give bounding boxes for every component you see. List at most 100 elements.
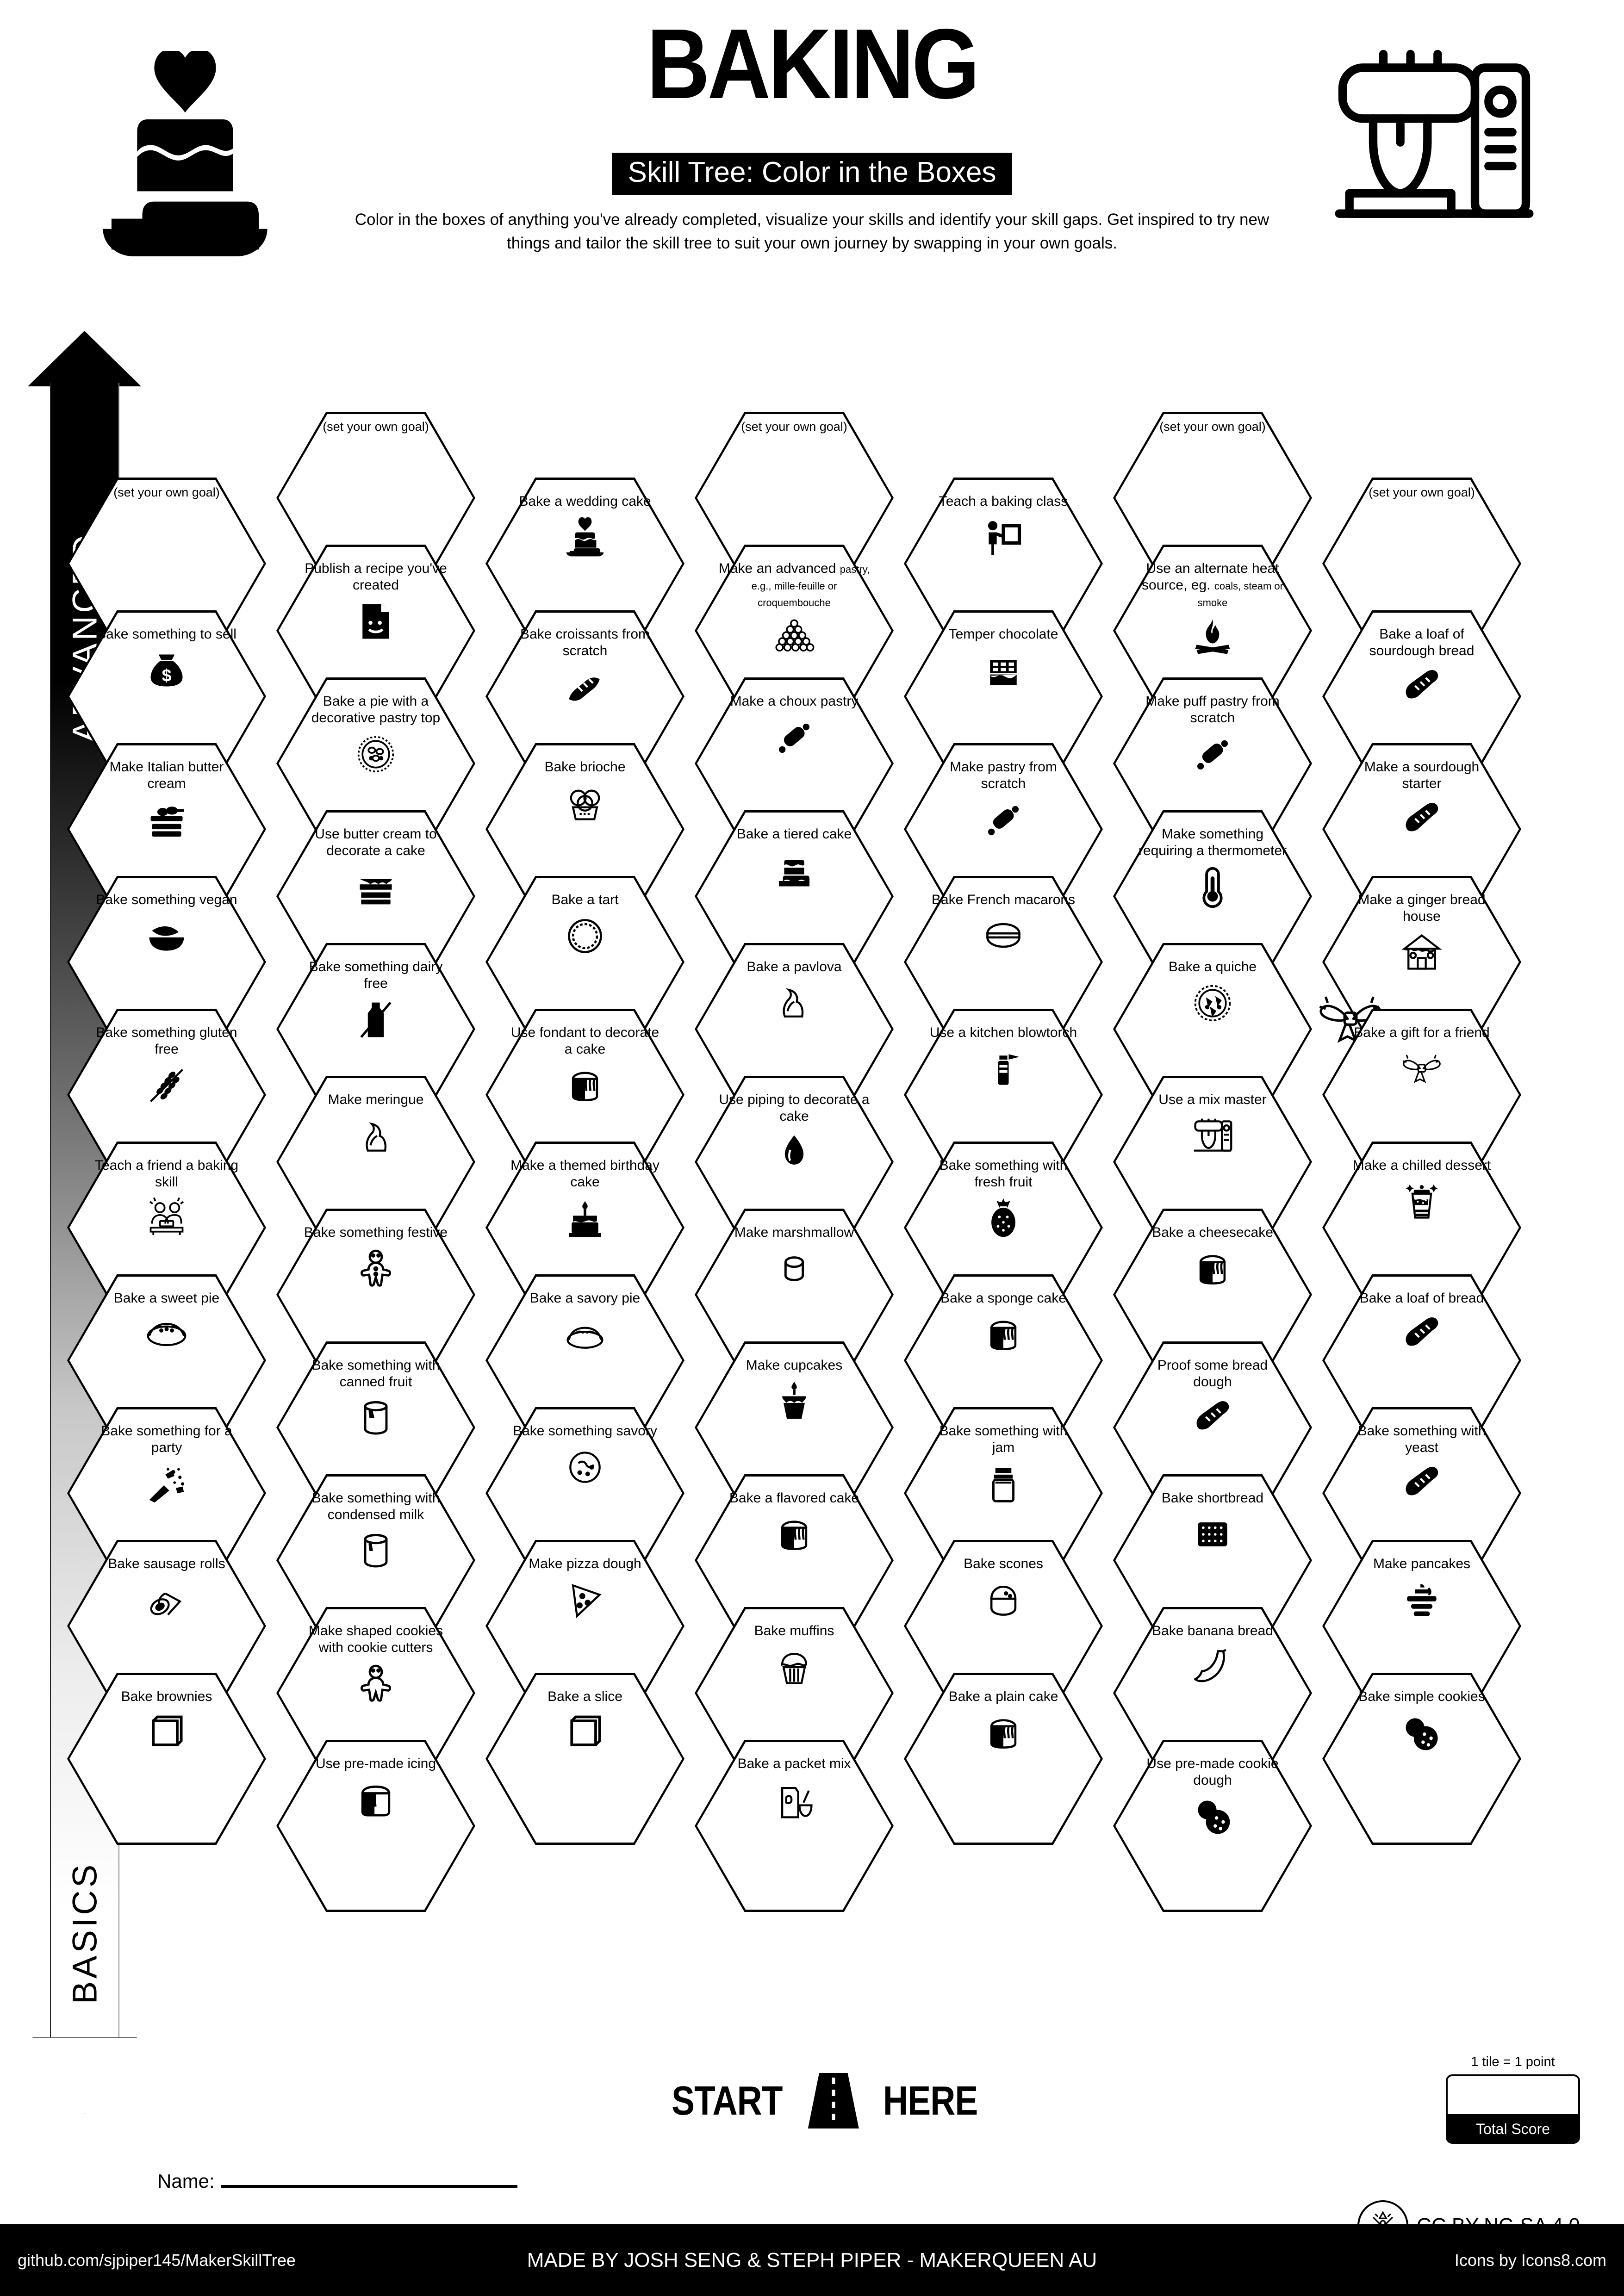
hex-label: Make a sourdough starter bbox=[1364, 759, 1480, 791]
name-field[interactable]: Name: bbox=[157, 2170, 517, 2192]
hex-label: Bake a cheesecake bbox=[1152, 1225, 1273, 1240]
hex-label: Bake something vegan bbox=[96, 892, 237, 907]
hex-content: (set your own goal) bbox=[67, 478, 266, 650]
hex-content: Bake a quiche bbox=[1113, 943, 1312, 1115]
hex-label: Bake a sweet pie bbox=[113, 1291, 220, 1306]
hex-content: Make a chilled dessert bbox=[1322, 1142, 1521, 1314]
hex-label: Bake a savory pie bbox=[529, 1291, 641, 1306]
skill-hex[interactable]: Bake something with condensed milk bbox=[276, 1474, 475, 1646]
hex-content: Bake a slice bbox=[485, 1673, 684, 1845]
footer-icons-credit[interactable]: Icons by Icons8.com bbox=[1454, 2250, 1606, 2270]
hex-content: Bake a loaf of bread bbox=[1322, 1274, 1521, 1446]
hex-label: Bake something with condensed milk bbox=[311, 1490, 440, 1522]
muffin-icon bbox=[773, 1646, 815, 1688]
skill-hex[interactable]: Bake a pavlova bbox=[695, 943, 894, 1115]
skill-hex[interactable]: Bake a plain cake bbox=[904, 1673, 1103, 1845]
pavlova-icon bbox=[773, 982, 815, 1024]
cream-cake-slice-icon bbox=[145, 799, 188, 841]
hex-label: Make pizza dough bbox=[529, 1556, 641, 1571]
hex-content: Use butter cream to decorate a cake bbox=[276, 810, 475, 982]
skill-hex[interactable]: Make marshmallow bbox=[695, 1209, 894, 1381]
footer-github-link[interactable]: github.com/sjpiper145/MakerSkillTree bbox=[18, 2250, 296, 2270]
skill-hex[interactable]: Bake something with jam bbox=[904, 1407, 1103, 1579]
hex-label: Bake something with yeast bbox=[1357, 1423, 1486, 1455]
tart-icon bbox=[564, 915, 606, 957]
hex-content: Make a ginger bread house bbox=[1322, 876, 1521, 1048]
piping-bag-icon bbox=[773, 1131, 815, 1174]
hex-content: Bake a sweet pie bbox=[67, 1274, 266, 1446]
skill-hex[interactable]: Use pre-made icing bbox=[276, 1740, 475, 1912]
page-header: BAKING Skill Tree: Color in the Boxes Co… bbox=[0, 0, 1624, 296]
skill-hex[interactable]: Bake sausage rolls bbox=[67, 1540, 266, 1712]
hex-label: Make shaped cookies with cookie cutters bbox=[308, 1623, 443, 1655]
skill-hex[interactable]: Bake something with canned fruit bbox=[276, 1341, 475, 1514]
hex-label: Bake a tart bbox=[551, 892, 619, 907]
baguette-icon bbox=[1400, 666, 1443, 708]
hex-label: Bake something dairy free bbox=[309, 959, 443, 991]
skill-hex[interactable]: Bake brownies bbox=[67, 1673, 266, 1845]
skill-hex[interactable]: Temper chocolate bbox=[904, 610, 1103, 782]
hex-content: Bake something dairy free bbox=[276, 943, 475, 1115]
hex-content: Bake a cheesecake bbox=[1113, 1209, 1312, 1381]
hex-label: Make pastry from scratch bbox=[950, 759, 1057, 791]
hex-label: Temper chocolate bbox=[948, 627, 1058, 642]
hex-content: Make Italian butter cream bbox=[67, 743, 266, 915]
sweet-pie-icon bbox=[145, 1313, 188, 1356]
gingerbread-man-icon bbox=[355, 1247, 397, 1290]
recipe-document-icon bbox=[355, 600, 397, 643]
hex-label: Make Italian butter cream bbox=[109, 759, 224, 791]
savory-bun-icon bbox=[564, 1446, 606, 1489]
hex-content: Make pastry from scratch bbox=[904, 743, 1103, 915]
hex-content: Temper chocolate bbox=[904, 610, 1103, 782]
hex-content: Make a themed birthday cake bbox=[485, 1142, 684, 1314]
hex-content: Use a mix master bbox=[1113, 1076, 1312, 1248]
hex-label: (set your own goal) bbox=[1159, 420, 1266, 434]
skill-hex[interactable]: Bake something vegan bbox=[67, 876, 266, 1048]
hex-content: Make a choux pastry bbox=[695, 677, 894, 850]
skill-hex[interactable]: Bake a packet mix bbox=[695, 1740, 894, 1912]
skill-hex[interactable]: Bake a wedding cake bbox=[485, 478, 684, 650]
hex-label: Bake banana bread bbox=[1152, 1623, 1273, 1638]
rolling-pin-icon bbox=[982, 799, 1025, 841]
skill-hex[interactable]: (set your own goal) bbox=[1322, 478, 1521, 650]
hex-content: Bake French macarons bbox=[904, 876, 1103, 1048]
hex-label: Make a choux pastry bbox=[730, 694, 859, 709]
hex-label: Bake a quiche bbox=[1168, 959, 1257, 974]
name-input-line[interactable] bbox=[221, 2185, 517, 2188]
skill-hex[interactable]: Bake something with fresh fruit bbox=[904, 1142, 1103, 1314]
footer-credits: MADE BY JOSH SENG & STEPH PIPER - MAKERQ… bbox=[527, 2248, 1097, 2271]
skill-hex[interactable]: Bake simple cookies bbox=[1322, 1673, 1521, 1845]
skill-hex[interactable]: Bake a slice bbox=[485, 1673, 684, 1845]
packet-mix-icon bbox=[773, 1779, 815, 1821]
hex-label: Use piping to decorate a cake bbox=[719, 1092, 870, 1124]
skill-hex[interactable]: Teach a friend a baking skill bbox=[67, 1142, 266, 1314]
hex-label: Bake a flavored cake bbox=[729, 1490, 859, 1506]
jam-jar-icon bbox=[982, 1463, 1025, 1505]
hex-label: Make puff pastry from scratch bbox=[1145, 694, 1280, 726]
skill-hex[interactable]: Use pre-made cookie dough bbox=[1113, 1740, 1312, 1912]
banana-icon bbox=[1191, 1646, 1234, 1688]
total-score-card[interactable]: Total Score bbox=[1446, 2074, 1580, 2144]
skill-hex[interactable]: Make a themed birthday cake bbox=[485, 1142, 684, 1314]
hex-content: (set your own goal) bbox=[1113, 412, 1312, 584]
skill-hex[interactable]: Proof some bread dough bbox=[1113, 1341, 1312, 1514]
hex-content: Bake a pie with a decorative pastry top bbox=[276, 677, 475, 850]
hex-label: Make meringue bbox=[328, 1092, 424, 1107]
skill-hex[interactable]: Make puff pastry from scratch bbox=[1113, 677, 1312, 850]
total-score-input[interactable] bbox=[1448, 2076, 1578, 2114]
hex-content: Bake something vegan bbox=[67, 876, 266, 1048]
fondant-cake-icon bbox=[564, 1064, 606, 1107]
hex-label: (set your own goal) bbox=[113, 485, 220, 499]
brioche-icon bbox=[564, 782, 606, 825]
skill-hex[interactable]: Use an alternate heat source, eg. coals,… bbox=[1113, 545, 1312, 717]
skill-hex[interactable]: Bake brioche bbox=[485, 743, 684, 915]
hex-label: Bake brownies bbox=[121, 1689, 212, 1704]
hex-content: Bake a pavlova bbox=[695, 943, 894, 1115]
hex-label: Make something requiring a thermometer bbox=[1138, 826, 1287, 858]
hex-label: Bake something festive bbox=[304, 1225, 448, 1240]
hex-label: Use pre-made icing bbox=[315, 1756, 436, 1771]
sponge-cake-icon bbox=[982, 1313, 1025, 1356]
hex-label: Bake a tiered cake bbox=[736, 826, 852, 842]
name-label: Name: bbox=[157, 2170, 215, 2192]
